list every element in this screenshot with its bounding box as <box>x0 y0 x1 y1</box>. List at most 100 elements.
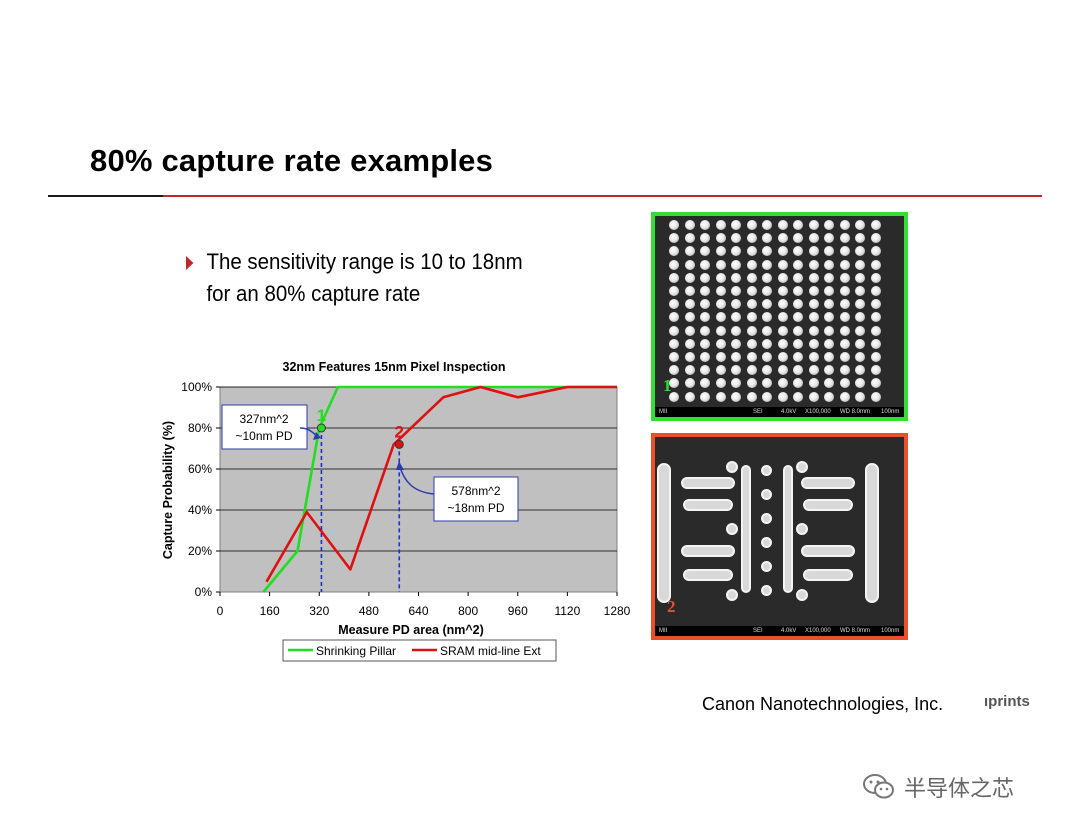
pillar-dot <box>824 312 834 323</box>
pillar-dot <box>793 352 803 362</box>
pillar-dot <box>684 286 695 296</box>
series-line-1 <box>262 385 617 593</box>
pillar-dot <box>793 246 803 257</box>
pillar-dot <box>870 391 881 402</box>
sem2-strip-4: WD 8.0mm <box>840 628 870 634</box>
pillar-dot <box>824 220 834 230</box>
pillar-dot <box>669 312 679 323</box>
pillar-dot <box>839 272 850 283</box>
pillar-dot <box>762 378 772 389</box>
sem2-strip-2: 4.0kV <box>781 628 797 634</box>
pillar-dot <box>839 299 850 310</box>
sram-dot <box>761 537 772 548</box>
pillar-dot <box>700 286 710 296</box>
pillar-dot <box>715 220 726 230</box>
sem2-strip-5: 100nm <box>881 628 900 634</box>
pillar-dot <box>855 286 865 296</box>
pillar-dot <box>746 365 757 376</box>
pillar-dot <box>684 299 695 310</box>
title-divider-red <box>163 195 1042 197</box>
pillar-dot <box>746 259 757 270</box>
marker-label-1: 1 <box>317 406 326 425</box>
pillar-dot <box>777 272 788 283</box>
pillar-dot <box>793 286 803 296</box>
pillar-dot <box>669 259 679 270</box>
pillar-dot <box>715 272 726 283</box>
callout-1-box <box>221 404 308 450</box>
pillar-dot <box>762 338 772 349</box>
pillar-dot <box>762 233 772 244</box>
pillar-dot <box>684 338 695 349</box>
pillar-dot <box>808 378 819 389</box>
pillar-dot <box>700 220 710 230</box>
sem-image-sram-pattern: 2 MII SEI 4.0kV X100,000 WD 8.0mm 100nm <box>651 433 908 640</box>
marker-label-2: 2 <box>395 422 404 441</box>
pillar-dot <box>839 325 850 336</box>
pillar-dot <box>839 338 850 349</box>
x-tick-label: 320 <box>309 604 329 618</box>
pillar-dot <box>839 233 850 244</box>
pillar-dot <box>669 378 679 389</box>
pillar-dot <box>839 246 850 257</box>
sram-line <box>803 569 853 581</box>
pillar-dot <box>870 246 881 257</box>
sem1-strip-3: X100,000 <box>805 409 831 415</box>
sram-line <box>801 545 855 557</box>
pillar-dot <box>731 365 741 376</box>
y-tick-label: 20% <box>188 544 212 558</box>
watermark-text: 半导体之芯 <box>904 777 1015 802</box>
y-tick-label: 0% <box>195 585 213 599</box>
pillar-dot <box>808 286 819 296</box>
pillar-dot <box>669 338 679 349</box>
pillar-dot <box>855 391 865 402</box>
pillar-dot <box>762 365 772 376</box>
pillar-dot <box>870 352 881 362</box>
pillar-dot <box>870 338 881 349</box>
pillar-dot <box>731 325 741 336</box>
callout-2-arrowhead <box>396 461 404 470</box>
chart-title: 32nm Features 15nm Pixel Inspection <box>283 360 506 374</box>
pillar-dot <box>715 312 726 323</box>
pillar-dot <box>793 338 803 349</box>
pillar-dot <box>855 378 865 389</box>
pillar-dot <box>746 378 757 389</box>
pillar-dot <box>824 233 834 244</box>
pillar-dot <box>731 338 741 349</box>
marker-point-2 <box>394 439 404 449</box>
pillar-dot <box>824 391 834 402</box>
pillar-dot <box>777 246 788 257</box>
pillar-dot <box>839 378 850 389</box>
x-tick-label: 1280 <box>604 604 631 618</box>
pillar-dot <box>746 233 757 244</box>
pillar-dot <box>793 365 803 376</box>
sram-dot <box>726 461 738 473</box>
pillar-dot <box>855 246 865 257</box>
pillar-dot <box>746 338 757 349</box>
pillar-dot <box>870 220 881 230</box>
pillar-dot <box>808 233 819 244</box>
pillar-dot <box>824 338 834 349</box>
pillar-dot <box>793 220 803 230</box>
legend-label-1: Shrinking Pillar <box>316 644 396 658</box>
pillar-dot <box>808 220 819 230</box>
pillar-dot <box>808 259 819 270</box>
series-line-2 <box>265 385 617 583</box>
pillar-dot <box>839 259 850 270</box>
callout-2-box <box>433 476 519 522</box>
pillar-dot <box>870 312 881 323</box>
pillar-dot <box>700 233 710 244</box>
sram-center-bar <box>783 465 793 593</box>
pillar-dot <box>762 312 772 323</box>
pillar-dot <box>777 259 788 270</box>
pillar-dot <box>746 299 757 310</box>
pillar-dot <box>793 272 803 283</box>
sem-image-pillar-array: 1 MII SEI 4.0kV X100,000 WD 8.0mm 100nm <box>651 212 908 421</box>
pillar-dot <box>731 312 741 323</box>
x-tick-label: 640 <box>408 604 428 618</box>
pillar-dot <box>684 246 695 257</box>
sram-dot <box>796 523 808 535</box>
slide-title: 80% capture rate examples <box>90 143 494 178</box>
pillar-dot <box>715 325 726 336</box>
callout-2-arrow <box>399 466 435 495</box>
pillar-dot <box>700 246 710 257</box>
